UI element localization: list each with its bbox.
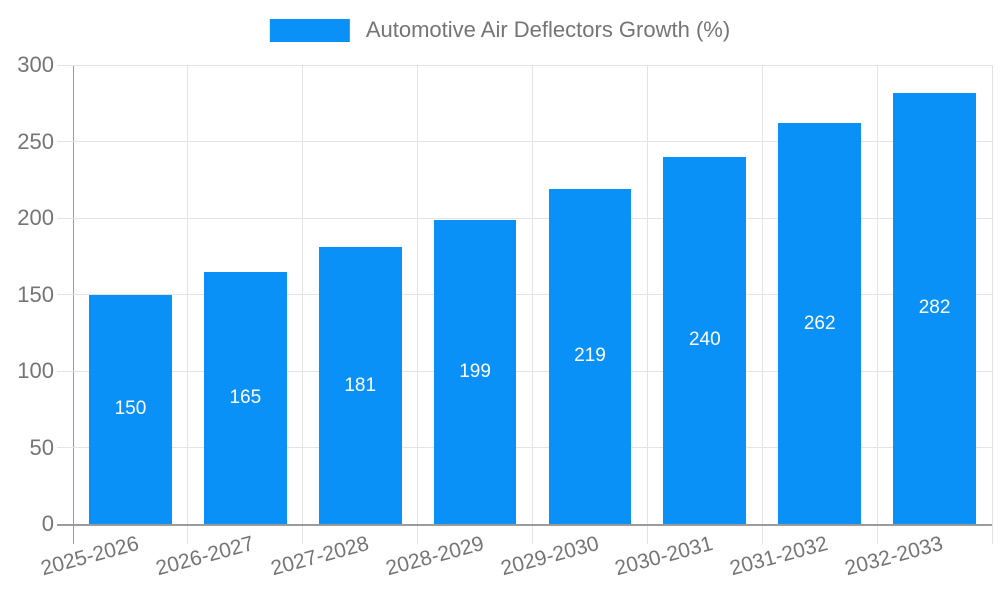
- legend-label: Automotive Air Deflectors Growth (%): [365, 17, 731, 42]
- bar[interactable]: [663, 156, 747, 524]
- h-gridline: [57, 141, 992, 142]
- bar[interactable]: [548, 188, 632, 524]
- bar[interactable]: [89, 294, 172, 524]
- bar[interactable]: [203, 271, 287, 524]
- bar-value-label: 240: [688, 329, 721, 351]
- bar-value-label: 282: [918, 297, 951, 319]
- x-axis-label: 2025-2026: [38, 532, 142, 581]
- v-gridline: [876, 65, 878, 544]
- x-axis-label: 2028-2029: [383, 532, 487, 581]
- y-axis-tick-label: 150: [17, 281, 54, 307]
- bar-value-label: 219: [574, 345, 606, 367]
- bar[interactable]: [433, 219, 517, 524]
- y-axis-tick-label: 250: [17, 128, 54, 154]
- bar-value-label: 150: [114, 398, 147, 420]
- h-gridline: [57, 447, 992, 448]
- y-axis-tick-label: 300: [17, 52, 54, 77]
- bar[interactable]: [318, 247, 402, 524]
- h-gridline: [57, 294, 992, 295]
- v-gridline: [302, 65, 304, 544]
- y-axis-tick-label: 0: [41, 511, 54, 536]
- x-axis-label: 2031-2032: [727, 532, 831, 581]
- h-gridline: [57, 64, 992, 66]
- bar-value-label: 181: [344, 374, 377, 396]
- y-axis-tick-label: 100: [17, 358, 54, 383]
- bar[interactable]: [893, 92, 976, 524]
- bar[interactable]: [778, 123, 862, 524]
- v-gridline: [991, 65, 993, 544]
- y-axis-line: [72, 65, 74, 544]
- y-axis-tick-label: 50: [29, 434, 54, 460]
- bar-value-label: 165: [229, 386, 262, 408]
- h-gridline: [57, 370, 992, 372]
- v-gridline: [187, 65, 189, 544]
- x-axis-label: 2030-2031: [612, 532, 716, 581]
- x-axis-line: [57, 523, 992, 526]
- x-axis-label: 2027-2028: [268, 532, 372, 581]
- bar-value-label: 262: [803, 312, 836, 334]
- legend: Automotive Air Deflectors Growth (%): [269, 17, 731, 43]
- y-axis-tick-label: 200: [17, 205, 54, 230]
- x-axis-label: 2029-2030: [497, 532, 601, 581]
- legend-swatch: [269, 18, 350, 42]
- x-axis-label: 2026-2027: [153, 532, 257, 581]
- h-gridline: [57, 217, 992, 219]
- bar-value-label: 199: [459, 360, 491, 382]
- v-gridline: [761, 65, 763, 544]
- x-axis-label: 2032-2033: [842, 532, 946, 581]
- v-gridline: [646, 65, 648, 544]
- v-gridline: [532, 65, 533, 544]
- v-gridline: [417, 65, 419, 544]
